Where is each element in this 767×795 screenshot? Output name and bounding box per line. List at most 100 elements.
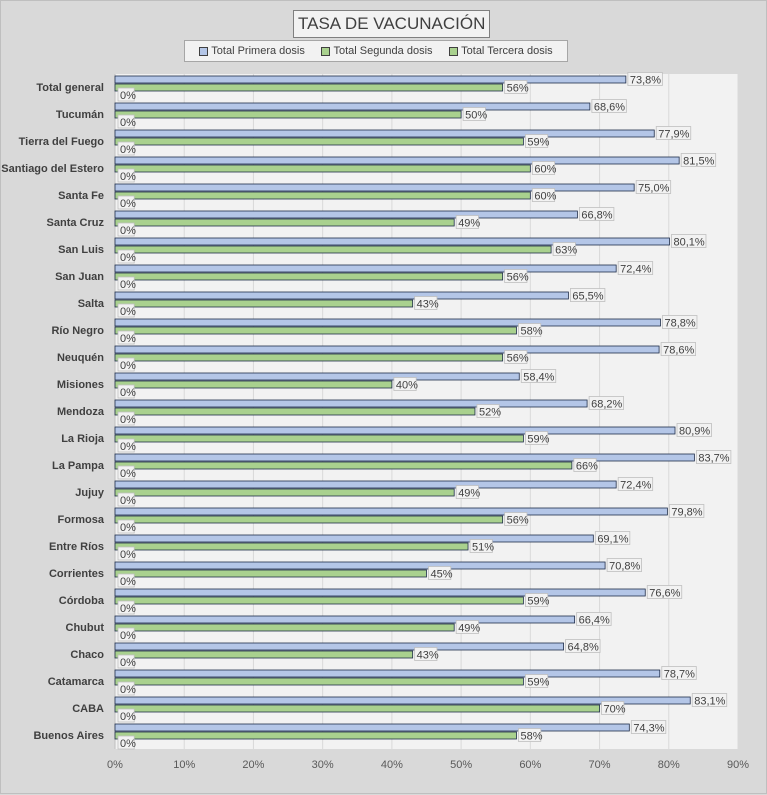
bar-primera — [114, 588, 646, 597]
data-label-primera-box — [691, 693, 728, 707]
data-label-primera-box — [606, 558, 642, 572]
data-label-tercera-box — [117, 654, 135, 669]
data-label-primera-box — [520, 369, 557, 383]
category-label: Salta — [78, 298, 105, 310]
data-label-primera: 58,4% — [523, 372, 554, 384]
data-label-segunda: 49% — [458, 623, 480, 635]
data-label-segunda: 56% — [507, 515, 529, 527]
category-label: CABA — [72, 703, 104, 715]
bar-primera — [114, 426, 676, 435]
data-label-tercera-box — [117, 465, 135, 480]
legend-label-tercera: Total Tercera dosis — [461, 45, 553, 57]
legend-label-segunda: Total Segunda dosis — [333, 45, 433, 57]
data-label-tercera: 0% — [120, 549, 136, 561]
legend-label-primera: Total Primera dosis — [211, 45, 305, 57]
category-label: Buenos Aires — [33, 730, 104, 742]
data-label-segunda: 40% — [396, 380, 418, 392]
data-label-primera-box — [668, 504, 705, 518]
bar-segunda — [114, 380, 393, 389]
data-label-primera: 77,9% — [658, 129, 689, 141]
data-label-segunda: 58% — [520, 326, 542, 338]
bar-primera — [114, 642, 564, 651]
bar-segunda — [114, 164, 531, 173]
data-label-tercera-box — [117, 492, 135, 507]
data-label-primera-box — [570, 288, 606, 302]
category-label: La Pampa — [52, 460, 105, 472]
x-tick-label: 60% — [519, 759, 541, 771]
x-tick-label: 40% — [381, 759, 403, 771]
bar-primera — [114, 318, 661, 327]
data-label-segunda-box — [469, 539, 493, 553]
bar-segunda — [114, 191, 531, 200]
bar-segunda — [114, 461, 573, 470]
category-label: San Luis — [58, 244, 104, 256]
bar-segunda — [114, 596, 524, 605]
data-label-tercera-box — [117, 600, 135, 615]
bar-segunda — [114, 353, 504, 362]
data-label-tercera: 0% — [120, 522, 136, 534]
data-label-tercera-box — [117, 681, 135, 696]
data-label-tercera-box — [117, 519, 135, 534]
category-label: Catamarca — [48, 676, 105, 688]
x-tick-label: 50% — [450, 759, 472, 771]
category-label: Total general — [36, 82, 104, 94]
bar-primera — [114, 183, 635, 192]
data-label-segunda-box — [504, 269, 528, 283]
data-label-segunda: 59% — [527, 434, 549, 446]
data-label-primera-box — [594, 531, 631, 545]
bar-primera — [114, 615, 576, 624]
data-label-primera: 80,1% — [673, 237, 704, 249]
data-label-tercera: 0% — [120, 711, 136, 723]
x-tick-label: 20% — [242, 759, 264, 771]
bar-primera — [114, 345, 660, 354]
data-label-primera-box — [617, 261, 654, 275]
data-label-tercera-box — [117, 627, 135, 642]
data-label-tercera: 0% — [120, 90, 136, 102]
bar-primera — [114, 372, 520, 381]
data-label-segunda: 59% — [527, 677, 549, 689]
data-label-segunda: 49% — [458, 218, 480, 230]
data-label-segunda-box — [414, 296, 438, 310]
data-label-segunda: 52% — [479, 407, 501, 419]
data-label-segunda: 70% — [604, 704, 626, 716]
category-label: Jujuy — [75, 487, 105, 499]
bar-segunda — [114, 623, 455, 632]
data-label-tercera: 0% — [120, 738, 136, 750]
data-label-primera-box — [588, 396, 624, 410]
data-label-tercera: 0% — [120, 603, 136, 615]
chart-legend: Total Primera dosis Total Segunda dosis … — [184, 40, 568, 62]
data-label-segunda-box — [393, 377, 417, 391]
bar-segunda — [114, 434, 524, 443]
data-label-tercera: 0% — [120, 198, 136, 210]
data-label-primera-box — [617, 477, 654, 491]
data-label-tercera-box — [117, 573, 135, 588]
data-label-primera: 65,5% — [572, 291, 603, 303]
data-label-segunda: 60% — [534, 164, 556, 176]
data-label-tercera-box — [117, 114, 135, 129]
data-label-segunda: 56% — [507, 83, 529, 95]
data-label-segunda: 60% — [534, 191, 556, 203]
data-label-segunda-box — [476, 404, 500, 418]
bar-segunda — [114, 488, 455, 497]
data-label-tercera: 0% — [120, 225, 136, 237]
data-label-primera: 81,5% — [683, 156, 714, 168]
data-label-primera: 74,3% — [633, 723, 664, 735]
data-label-tercera: 0% — [120, 684, 136, 696]
data-label-segunda-box — [531, 188, 556, 202]
data-label-primera-box — [655, 126, 692, 140]
data-label-primera-box — [695, 450, 732, 464]
data-label-primera-box — [660, 342, 696, 356]
x-tick-label: 80% — [658, 759, 680, 771]
bar-primera — [114, 75, 627, 84]
data-label-tercera: 0% — [120, 441, 136, 453]
data-label-primera: 70,8% — [609, 561, 640, 573]
data-label-segunda: 63% — [555, 245, 577, 257]
bar-primera — [114, 102, 591, 111]
bar-segunda — [114, 245, 552, 254]
data-label-segunda-box — [552, 242, 576, 256]
data-label-tercera: 0% — [120, 279, 136, 291]
data-label-tercera: 0% — [120, 414, 136, 426]
data-label-tercera: 0% — [120, 468, 136, 480]
data-label-segunda-box — [531, 161, 556, 175]
